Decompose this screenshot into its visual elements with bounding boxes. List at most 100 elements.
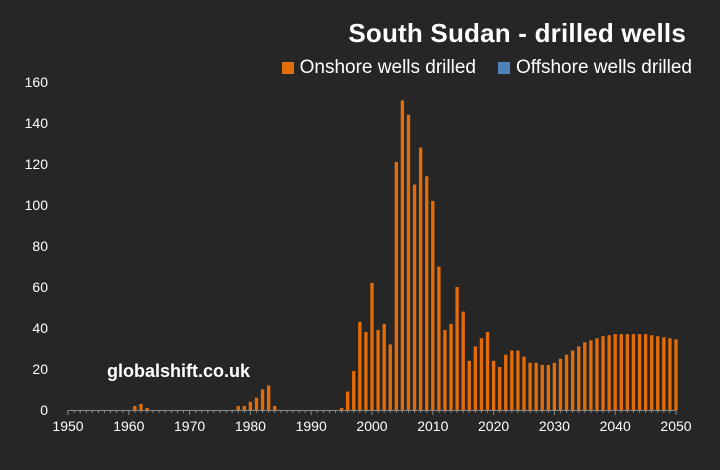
bar-onshore — [516, 350, 520, 410]
bar-onshore — [625, 334, 630, 410]
bar-onshore — [352, 371, 356, 410]
bar-onshore — [558, 358, 563, 410]
bar-onshore — [461, 311, 465, 410]
bar-onshore — [577, 346, 581, 410]
x-tick-label: 2030 — [539, 418, 570, 434]
y-tick-label: 160 — [25, 74, 49, 90]
bar-onshore — [133, 405, 137, 410]
bar-onshore — [394, 161, 398, 410]
bar-onshore — [236, 405, 240, 410]
bar-onshore — [254, 397, 259, 410]
bar-onshore — [412, 184, 417, 410]
bar-onshore — [485, 332, 490, 410]
x-tick-label: 2000 — [356, 418, 387, 434]
legend-item-onshore: Onshore wells drilled — [281, 57, 476, 79]
bar-onshore — [388, 344, 392, 410]
bar-onshore — [564, 354, 569, 410]
bar-onshore — [504, 354, 508, 410]
bars-onshore — [133, 100, 678, 411]
bar-onshore — [443, 330, 447, 410]
watermark-text: globalshift.co.uk — [107, 361, 251, 381]
bar-onshore — [668, 338, 672, 410]
bar-onshore — [145, 407, 149, 410]
x-tick-label: 2020 — [478, 418, 509, 434]
bar-onshore — [534, 362, 538, 410]
bar-onshore — [449, 323, 453, 410]
bar-onshore — [510, 350, 514, 410]
bar-onshore — [601, 336, 605, 410]
legend-swatch-onshore — [281, 62, 294, 74]
y-tick-label: 120 — [25, 156, 49, 172]
bar-onshore — [528, 362, 532, 410]
bar-onshore — [248, 401, 253, 410]
y-axis-ticks: 0 20 40 60 80 100 120 140 160 — [25, 74, 49, 418]
x-tick-label: 1970 — [174, 418, 205, 434]
bar-onshore — [613, 334, 617, 410]
bar-onshore — [491, 360, 496, 410]
bar-onshore — [242, 405, 246, 410]
legend-item-offshore: Offshore wells drilled — [497, 57, 692, 79]
bar-onshore — [358, 321, 362, 410]
bar-onshore — [346, 391, 350, 410]
x-tick-label: 1990 — [296, 418, 327, 434]
bar-onshore — [552, 362, 557, 410]
bar-onshore — [431, 200, 435, 410]
bar-onshore — [437, 266, 441, 410]
bar-onshore — [467, 360, 471, 410]
y-tick-label: 20 — [32, 361, 48, 377]
bar-onshore — [479, 338, 484, 410]
y-tick-label: 60 — [32, 279, 48, 295]
legend-label-onshore: Onshore wells drilled — [299, 57, 476, 78]
bar-onshore — [637, 334, 642, 410]
x-axis-ticks: 1950 1960 1970 1980 1990 2000 2010 2020 2030 2040… — [52, 410, 692, 434]
bar-onshore — [266, 385, 271, 410]
x-tick-label: 2040 — [600, 418, 631, 434]
bar-onshore — [656, 336, 660, 410]
bar-onshore — [540, 364, 544, 410]
x-tick-label: 1980 — [235, 418, 266, 434]
bar-onshore — [522, 356, 526, 410]
legend-label-offshore: Offshore wells drilled — [515, 57, 692, 78]
y-tick-label: 100 — [25, 197, 49, 213]
bar-onshore — [364, 332, 368, 410]
bar-onshore — [139, 403, 143, 410]
bar-onshore — [570, 350, 575, 410]
bar-onshore — [260, 389, 265, 410]
bar-onshore — [619, 334, 623, 410]
bar-onshore — [589, 340, 593, 410]
bar-onshore — [674, 339, 678, 410]
bar-onshore — [370, 282, 374, 410]
bar-onshore — [406, 114, 411, 411]
y-tick-label: 80 — [32, 238, 48, 254]
bar-onshore — [473, 346, 478, 410]
bar-onshore — [650, 335, 654, 410]
bar-onshore — [339, 407, 344, 410]
bar-onshore — [607, 335, 611, 410]
bar-onshore — [643, 334, 648, 410]
bar-onshore — [382, 323, 386, 410]
bar-onshore — [631, 334, 636, 410]
chart-title: South Sudan - drilled wells — [348, 18, 686, 48]
bar-onshore — [595, 338, 599, 410]
x-tick-label: 1960 — [113, 418, 144, 434]
y-tick-label: 0 — [40, 402, 48, 418]
bar-onshore — [455, 287, 459, 410]
bar-onshore — [498, 366, 502, 410]
y-tick-label: 40 — [32, 320, 48, 336]
x-tick-label: 2010 — [417, 418, 448, 434]
bar-onshore — [662, 337, 666, 410]
x-tick-label: 1950 — [52, 418, 83, 434]
legend: Onshore wells drilled Offshore wells dri… — [281, 57, 692, 79]
legend-swatch-offshore — [497, 62, 510, 74]
bar-onshore — [425, 176, 429, 410]
bar-onshore — [583, 342, 587, 410]
bar-onshore — [418, 147, 423, 410]
y-tick-label: 140 — [25, 115, 49, 131]
x-tick-label: 2050 — [660, 418, 691, 434]
bar-onshore — [546, 364, 550, 410]
bar-onshore — [273, 405, 277, 410]
bar-onshore — [376, 330, 380, 410]
bar-onshore — [400, 100, 405, 410]
